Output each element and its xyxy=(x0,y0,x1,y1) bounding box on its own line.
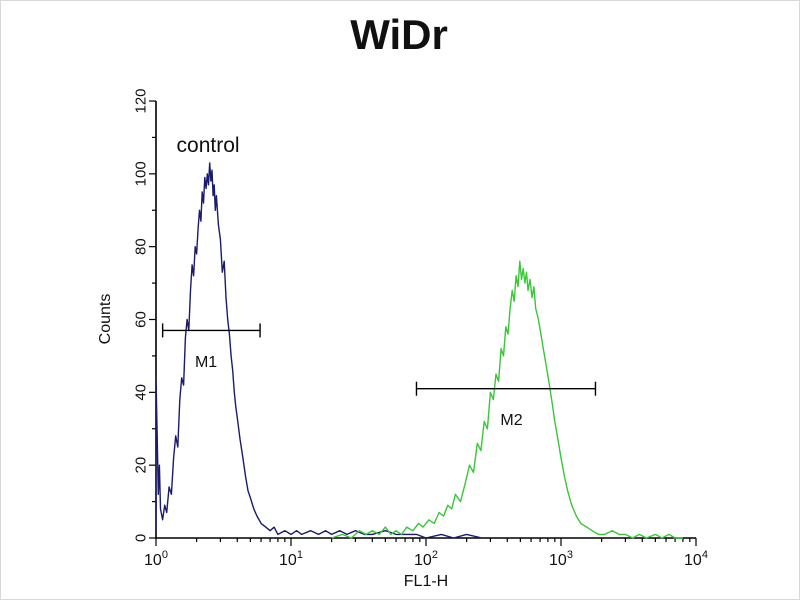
y-tick-label: 40 xyxy=(133,384,150,401)
gate-label-m2: M2 xyxy=(500,412,522,429)
annotation-control: control xyxy=(177,134,240,157)
y-tick-label: 100 xyxy=(133,161,150,186)
y-tick-label: 20 xyxy=(133,457,150,474)
y-tick-label: 80 xyxy=(133,238,150,255)
series-sample-curve xyxy=(331,260,683,539)
x-tick-label: 103 xyxy=(549,549,573,569)
x-tick-label: 104 xyxy=(684,549,708,569)
y-axis-label: Counts xyxy=(97,294,114,345)
y-axis-ticks: 0 20 40 60 80 100 120 xyxy=(133,88,156,542)
y-tick-label: 0 xyxy=(133,534,150,542)
x-tick-label: 101 xyxy=(279,549,303,569)
axis-line xyxy=(155,101,696,539)
x-tick-label: 102 xyxy=(414,549,438,569)
x-tick-label: 100 xyxy=(144,549,168,569)
annotations: control xyxy=(177,134,240,157)
x-axis-ticks: 100 101 102 103 104 xyxy=(144,538,708,569)
y-tick-label: 60 xyxy=(133,311,150,328)
gate-label-m1: M1 xyxy=(195,354,217,371)
series-control-curve xyxy=(155,162,483,539)
y-tick-label: 120 xyxy=(133,88,150,113)
page-title: WiDr xyxy=(350,11,448,58)
gate-markers: M1 M2 xyxy=(161,323,597,429)
x-axis-label: FL1-H xyxy=(404,573,448,590)
